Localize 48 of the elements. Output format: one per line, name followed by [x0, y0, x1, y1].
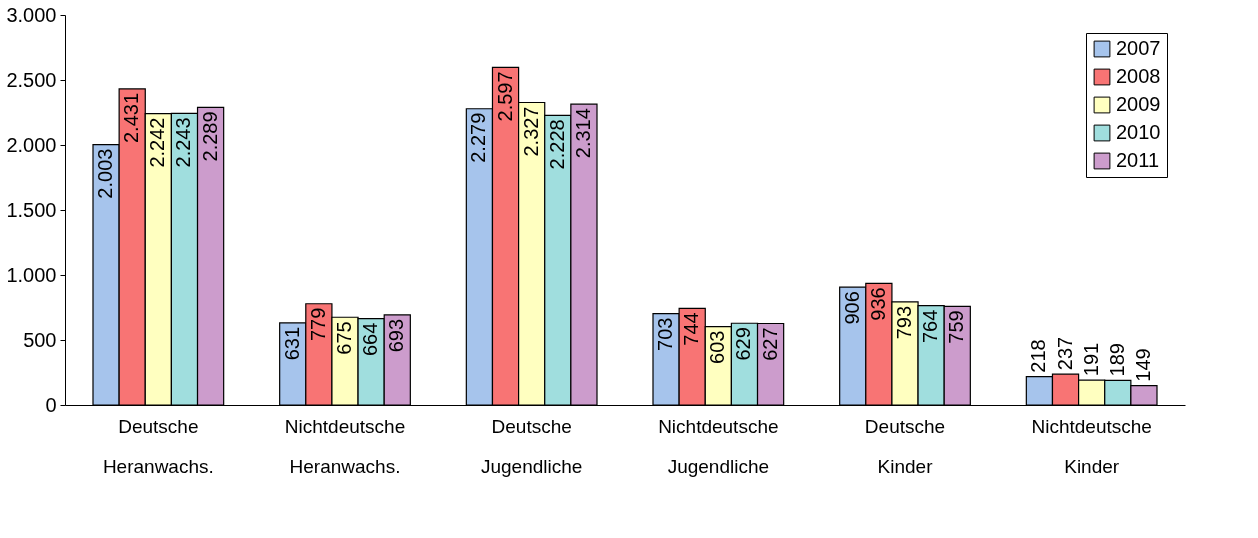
data-label: 936 — [866, 287, 889, 321]
x-tick-label: Deutsche Kinder — [864, 415, 946, 477]
data-label: 779 — [306, 307, 329, 342]
data-label: 218 — [1027, 339, 1050, 373]
data-label: 906 — [840, 291, 863, 325]
y-tick-label: 1.000 — [6, 263, 57, 286]
y-tick-label: 3.000 — [6, 3, 57, 26]
x-tick-label: Deutsche Jugendliche — [480, 415, 583, 477]
y-tick-label: 1.500 — [6, 198, 57, 221]
data-label: 2.597 — [493, 71, 516, 122]
legend-label: 2007 — [1116, 37, 1161, 59]
data-label: 693 — [385, 318, 408, 353]
data-label: 744 — [680, 312, 703, 346]
data-label: 793 — [893, 305, 915, 340]
data-label: 759 — [945, 310, 968, 344]
x-tick-label: Nichtdeutsche Jugendliche — [658, 415, 779, 477]
y-tick-label: 2.000 — [6, 133, 57, 156]
y-tick-label: 0 — [45, 393, 57, 416]
y-tick-label: 500 — [23, 328, 57, 351]
y-tick-label: 2.500 — [6, 68, 57, 91]
data-label: 675 — [333, 321, 355, 355]
data-label: 627 — [758, 327, 781, 361]
data-label: 603 — [706, 330, 729, 364]
data-label: 189 — [1105, 343, 1128, 377]
legend-label: 2010 — [1116, 121, 1161, 143]
data-label: 2.003 — [94, 148, 117, 199]
data-label: 703 — [654, 317, 677, 351]
x-tick-label: Nichtdeutsche Heranwachs. — [284, 415, 406, 477]
data-label: 764 — [919, 309, 942, 344]
data-label: 2.228 — [545, 119, 568, 170]
data-label: 2.327 — [519, 106, 542, 157]
data-label: 2.314 — [571, 108, 594, 159]
data-label: 664 — [359, 322, 382, 357]
data-label: 237 — [1053, 336, 1076, 371]
data-label: 2.279 — [467, 112, 490, 163]
data-label: 191 — [1079, 342, 1102, 377]
data-label: 2.243 — [172, 117, 195, 168]
x-tick-label: Nichtdeutsche Kinder — [1031, 415, 1152, 477]
legend-label: 2011 — [1116, 149, 1160, 171]
data-label: 149 — [1131, 348, 1154, 382]
data-label: 631 — [280, 326, 303, 361]
data-label: 2.431 — [120, 92, 143, 144]
legend-label: 2009 — [1116, 93, 1161, 115]
x-tick-label: Deutsche Heranwachs. — [102, 415, 214, 477]
data-label: 629 — [732, 327, 755, 361]
data-label: 2.242 — [146, 117, 169, 168]
legend-label: 2008 — [1116, 65, 1161, 87]
data-label: 2.289 — [198, 111, 221, 162]
